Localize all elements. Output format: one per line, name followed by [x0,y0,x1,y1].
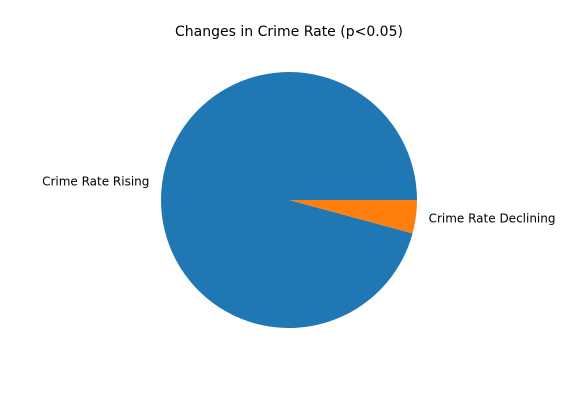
pie-label-1: Crime Rate Declining [429,212,556,226]
pie-label-0: Crime Rate Rising [42,174,149,188]
pie-slices [161,72,417,328]
